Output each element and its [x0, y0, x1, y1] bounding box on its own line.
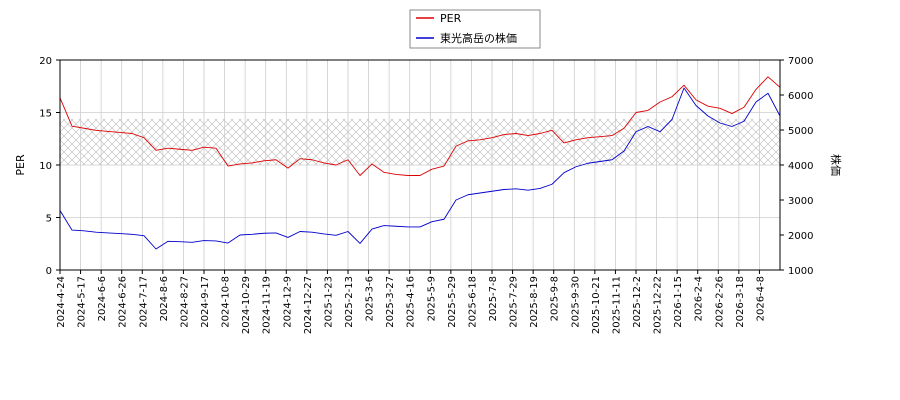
x-tick-label: 2026-4-8 — [755, 276, 766, 321]
y-right-tick-label: 5000 — [788, 126, 813, 137]
x-tick-label: 2024-5-17 — [77, 276, 88, 328]
series-layer — [59, 76, 781, 250]
y-axis-left-title: PER — [14, 154, 27, 176]
x-tick-label: 2025-12-22 — [653, 276, 664, 334]
y-left-tick-label: 15 — [39, 109, 52, 120]
x-tick-label: 2025-9-8 — [550, 276, 561, 321]
x-tick-label: 2025-8-19 — [529, 276, 540, 328]
grid — [60, 60, 780, 270]
x-tick-label: 2024-6-6 — [97, 276, 108, 321]
y-left-tick-label: 10 — [39, 161, 52, 172]
x-tick-label: 2024-12-27 — [303, 276, 314, 334]
x-tick-label: 2025-7-29 — [509, 276, 520, 328]
x-tick-label: 2025-6-18 — [467, 276, 478, 328]
x-tick-label: 2025-3-6 — [365, 276, 376, 321]
x-tick-label: 2025-1-23 — [323, 276, 334, 328]
y-left-tick-label: 0 — [46, 266, 52, 277]
x-tick-label: 2025-12-2 — [632, 276, 643, 328]
x-tick-label: 2025-3-27 — [385, 276, 396, 328]
x-tick-label: 2024-8-27 — [179, 276, 190, 328]
y-left-tick-label: 20 — [39, 56, 52, 67]
shaded-band — [60, 118, 780, 165]
y-left-tick-label: 5 — [46, 214, 52, 225]
x-tick-label: 2025-7-8 — [488, 276, 499, 321]
x-tick-label: 2024-7-17 — [138, 276, 149, 328]
shaded-band-area — [60, 118, 780, 165]
legend: PER 東光高岳の株価 — [409, 9, 541, 49]
y-right-tick-label: 7000 — [788, 56, 813, 67]
y-right-tick-label: 3000 — [788, 196, 813, 207]
x-tick-label: 2024-10-8 — [221, 276, 232, 328]
y-right-tick-label: 1000 — [788, 266, 813, 277]
x-tick-label: 2024-4-24 — [56, 276, 67, 328]
series-line-per — [59, 76, 781, 176]
x-tick-label: 2024-9-17 — [200, 276, 211, 328]
x-tick-label: 2025-11-11 — [611, 276, 622, 334]
x-tick-label: 2026-3-18 — [735, 276, 746, 328]
legend-box — [409, 9, 541, 49]
y-right-tick-label: 2000 — [788, 231, 813, 242]
x-tick-label: 2025-5-9 — [426, 276, 437, 321]
legend-label-per: PER — [440, 12, 462, 25]
x-tick-label: 2024-8-6 — [159, 276, 170, 321]
x-tick-label: 2026-2-4 — [694, 276, 705, 321]
series-line-stock-price — [59, 87, 781, 250]
x-tick-label: 2024-11-19 — [262, 276, 273, 334]
x-tick-label: 2025-10-21 — [591, 276, 602, 334]
x-tick-label: 2024-10-29 — [241, 276, 252, 334]
x-tick-label: 2025-9-30 — [570, 276, 581, 328]
ticks: 2024-4-24 2024-5-17 2024-6-6 2024-6-26 2024-… — [39, 56, 813, 334]
x-tick-label: 2025-5-29 — [447, 276, 458, 328]
x-tick-label: 2024-6-26 — [118, 276, 129, 328]
legend-label-stock-price: 東光高岳の株価 — [440, 31, 517, 45]
x-tick-label: 2024-12-9 — [282, 276, 293, 328]
x-tick-label: 2026-1-15 — [673, 276, 684, 328]
x-tick-label: 2025-4-16 — [406, 276, 417, 328]
x-tick-label: 2026-2-26 — [714, 276, 725, 328]
y-right-tick-label: 6000 — [788, 91, 813, 102]
x-tick-label: 2025-2-13 — [344, 276, 355, 328]
y-right-tick-label: 4000 — [788, 161, 813, 172]
y-axis-right-title: 株価 — [829, 154, 843, 176]
